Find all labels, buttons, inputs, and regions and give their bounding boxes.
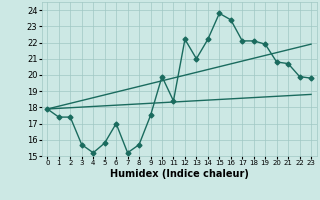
- X-axis label: Humidex (Indice chaleur): Humidex (Indice chaleur): [110, 169, 249, 179]
